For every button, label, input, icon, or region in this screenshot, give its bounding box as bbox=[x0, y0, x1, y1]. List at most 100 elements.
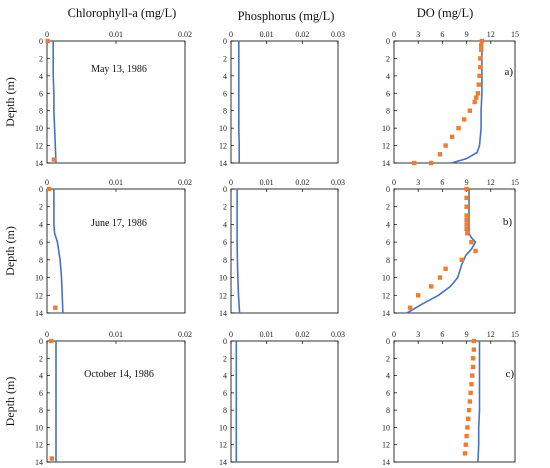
y-tick-label: 12 bbox=[35, 291, 43, 300]
y-tick-label: 2 bbox=[39, 203, 43, 212]
y-axis-label: Depth (m) bbox=[3, 226, 17, 276]
x-tick-label: 15 bbox=[511, 30, 519, 39]
y-tick-label: 2 bbox=[39, 54, 43, 63]
observed-point bbox=[461, 117, 467, 122]
x-tick-label: 0.02 bbox=[178, 30, 192, 39]
observed-point bbox=[49, 456, 55, 461]
observed-point bbox=[476, 82, 481, 87]
observed-point bbox=[471, 347, 477, 352]
observed-point bbox=[463, 442, 468, 447]
observed-point bbox=[437, 152, 443, 157]
observed-point bbox=[411, 160, 417, 166]
y-tick-label: 12 bbox=[382, 142, 390, 151]
panel-annotation: c) bbox=[505, 368, 514, 380]
observed-point bbox=[51, 157, 57, 162]
y-tick-label: 12 bbox=[219, 291, 227, 300]
y-tick-label: 8 bbox=[386, 406, 390, 415]
x-tick-label: 6 bbox=[440, 30, 444, 39]
observed-point bbox=[469, 239, 474, 245]
x-tick-label: 0 bbox=[392, 330, 396, 339]
y-tick-label: 6 bbox=[386, 89, 390, 98]
y-tick-label: 8 bbox=[223, 107, 227, 116]
y-tick-label: 10 bbox=[219, 423, 227, 432]
y-tick-label: 4 bbox=[386, 72, 390, 81]
y-tick-label: 12 bbox=[35, 142, 43, 151]
x-tick-label: 0.02 bbox=[178, 178, 192, 187]
x-tick-label: 0 bbox=[229, 330, 233, 339]
y-tick-label: 4 bbox=[223, 72, 227, 81]
y-tick-label: 8 bbox=[386, 256, 390, 265]
x-tick-label: 0.01 bbox=[260, 30, 274, 39]
y-tick-label: 4 bbox=[39, 72, 43, 81]
observed-point bbox=[466, 407, 472, 413]
y-tick-label: 14 bbox=[382, 309, 390, 318]
column-title-chlorophyll: Chlorophyll-a (mg/L) bbox=[68, 6, 177, 20]
y-tick-label: 2 bbox=[386, 354, 390, 363]
observed-point bbox=[53, 305, 58, 310]
y-tick-label: 12 bbox=[219, 441, 227, 450]
x-tick-label: 12 bbox=[487, 30, 495, 39]
observed-point bbox=[472, 99, 477, 105]
x-tick-label: 0.01 bbox=[260, 330, 274, 339]
y-tick-label: 14 bbox=[35, 458, 43, 467]
plot-frame bbox=[230, 340, 339, 463]
observed-point bbox=[471, 338, 477, 344]
panel-annotation: October 14, 1986 bbox=[84, 369, 154, 380]
y-tick-label: 10 bbox=[35, 124, 43, 133]
observed-point bbox=[470, 364, 476, 370]
y-tick-label: 4 bbox=[223, 220, 227, 229]
model-line bbox=[406, 189, 477, 314]
y-tick-label: 4 bbox=[39, 220, 43, 229]
y-tick-label: 10 bbox=[382, 274, 390, 283]
y-tick-label: 14 bbox=[219, 458, 227, 467]
observed-point bbox=[477, 73, 482, 79]
observed-point bbox=[470, 356, 476, 361]
observed-point bbox=[479, 38, 485, 44]
x-tick-label: 15 bbox=[511, 330, 519, 339]
x-tick-label: 9 bbox=[465, 30, 469, 39]
y-tick-label: 6 bbox=[39, 389, 43, 398]
observed-point bbox=[464, 226, 469, 232]
y-tick-label: 6 bbox=[223, 238, 227, 247]
y-tick-label: 0 bbox=[39, 37, 43, 46]
x-tick-label: 0.01 bbox=[109, 30, 123, 39]
plot-frame bbox=[393, 40, 516, 164]
y-tick-label: 0 bbox=[386, 185, 390, 194]
column-title-phosphorus: Phosphorus (mg/L) bbox=[238, 9, 335, 23]
x-tick-label: 3 bbox=[416, 30, 420, 39]
observed-point bbox=[475, 91, 481, 96]
observed-point bbox=[459, 257, 464, 263]
observed-point bbox=[48, 338, 54, 344]
observed-point bbox=[407, 305, 413, 310]
y-tick-label: 12 bbox=[382, 441, 390, 450]
x-tick-label: 0 bbox=[229, 30, 233, 39]
y-tick-label: 8 bbox=[39, 406, 43, 415]
y-tick-label: 14 bbox=[382, 159, 390, 168]
panel-chlorophyll-may: 0 0.01 0.02 0 2 4 6 8 10 12 14 Depth (m) May 13, 198… bbox=[3, 30, 192, 168]
x-tick-label: 0.03 bbox=[331, 178, 345, 187]
observed-point bbox=[449, 134, 455, 140]
panel-annotation: a) bbox=[504, 66, 513, 78]
y-tick-label: 2 bbox=[386, 203, 390, 212]
x-tick-label: 0 bbox=[45, 30, 49, 39]
panel-annotation: b) bbox=[503, 216, 513, 228]
y-tick-label: 14 bbox=[219, 309, 227, 318]
y-tick-label: 6 bbox=[39, 89, 43, 98]
y-tick-label: 14 bbox=[219, 159, 227, 168]
x-tick-label: 9 bbox=[465, 330, 469, 339]
observed-point bbox=[437, 275, 443, 280]
y-axis-label: Depth (m) bbox=[3, 377, 17, 427]
observed-point bbox=[462, 451, 468, 456]
observed-point bbox=[428, 160, 434, 166]
panel-annotation: June 17, 1986 bbox=[91, 218, 147, 229]
panel-chlorophyll-october: 0 0.01 0.02 0 2 4 6 8 10 12 14 Depth (m) October 14,… bbox=[3, 330, 192, 467]
panel-do-may: 0 3 6 9 12 15 0 2 4 6 8 10 12 14 a) bbox=[382, 30, 519, 168]
x-tick-label: 0 bbox=[45, 330, 49, 339]
x-tick-label: 12 bbox=[487, 178, 495, 187]
y-tick-label: 12 bbox=[35, 441, 43, 450]
y-tick-label: 2 bbox=[223, 354, 227, 363]
observed-point bbox=[478, 56, 483, 61]
x-tick-label: 0 bbox=[392, 30, 396, 39]
y-tick-label: 14 bbox=[382, 458, 390, 467]
